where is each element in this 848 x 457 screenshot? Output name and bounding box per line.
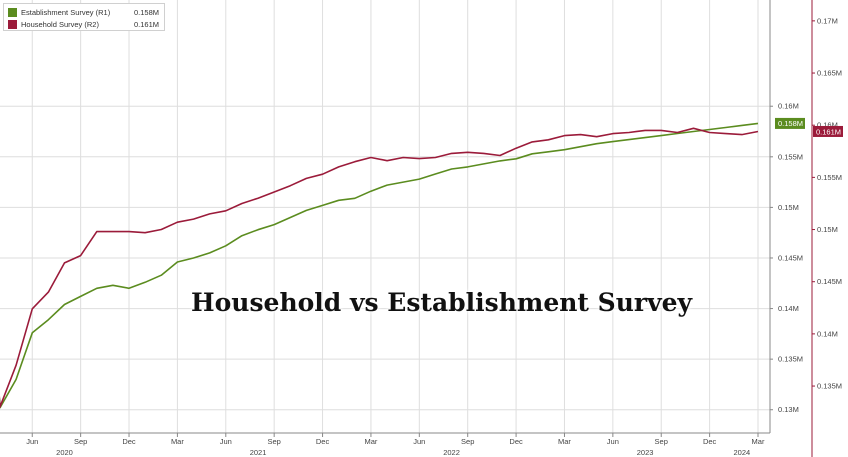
year-label: 2022 — [443, 448, 460, 457]
chart-title: Household vs Establishment Survey — [191, 288, 693, 317]
r1-tick-label: 0.13M — [778, 405, 799, 414]
r1-tick-label: 0.14M — [778, 304, 799, 313]
legend-swatch-establishment — [8, 7, 17, 17]
year-label: 2020 — [56, 448, 73, 457]
x-tick-label: Dec — [703, 437, 717, 446]
x-tick-label: Mar — [558, 437, 571, 446]
year-label: 2023 — [637, 448, 654, 457]
year-label: 2021 — [250, 448, 267, 457]
r2-tick-label: 0.16M — [817, 121, 838, 130]
x-tick-label: Mar — [171, 437, 184, 446]
legend-value-household: 0.161M — [134, 19, 160, 29]
r2-tick-label: 0.15M — [817, 225, 838, 234]
r1-tick-label: 0.145M — [778, 253, 803, 262]
gridlines — [0, 0, 770, 433]
legend: Establishment Survey (R1) 0.158M Househo… — [3, 3, 165, 31]
r1-tick-label: 0.15M — [778, 203, 799, 212]
r1-tick-label: 0.16M — [778, 102, 799, 111]
x-tick-label: Dec — [316, 437, 330, 446]
r2-tick-label: 0.135M — [817, 382, 842, 391]
last-value-label: 0.158M — [778, 119, 803, 128]
last-value-tag-establishment — [775, 117, 805, 129]
legend-item-establishment: Establishment Survey (R1) 0.158M — [8, 6, 159, 18]
series-lines — [0, 122, 759, 409]
legend-swatch-household — [8, 19, 17, 29]
r2-tick-label: 0.165M — [817, 69, 842, 78]
x-tick-label: Jun — [26, 437, 38, 446]
series-line-household — [0, 127, 759, 408]
year-label: 2024 — [734, 448, 751, 457]
x-tick-label: Sep — [267, 437, 280, 446]
last-value-tag-household — [813, 125, 843, 137]
x-tick-label: Sep — [655, 437, 668, 446]
r2-tick-label: 0.145M — [817, 277, 842, 286]
x-tick-label: Mar — [364, 437, 377, 446]
x-tick-label: Dec — [122, 437, 136, 446]
x-tick-label: Jun — [220, 437, 232, 446]
legend-item-household: Household Survey (R2) 0.161M — [8, 18, 159, 30]
x-tick-label: Dec — [509, 437, 523, 446]
x-tick-label: Jun — [607, 437, 619, 446]
x-tick-label: Sep — [74, 437, 87, 446]
r2-tick-label: 0.17M — [817, 16, 838, 25]
r2-tick-label: 0.14M — [817, 329, 838, 338]
x-tick-label: Sep — [461, 437, 474, 446]
r1-tick-label: 0.135M — [778, 355, 803, 364]
legend-label-household: Household Survey (R2) — [21, 19, 99, 29]
x-tick-label: Mar — [752, 437, 765, 446]
legend-value-establishment: 0.158M — [134, 7, 160, 17]
r1-tick-label: 0.155M — [778, 152, 803, 161]
legend-label-establishment: Establishment Survey (R1) — [21, 7, 111, 17]
series-line-establishment — [0, 122, 759, 409]
x-tick-label: Jun — [413, 437, 425, 446]
r2-tick-label: 0.155M — [817, 173, 842, 182]
last-value-label: 0.161M — [816, 127, 841, 136]
